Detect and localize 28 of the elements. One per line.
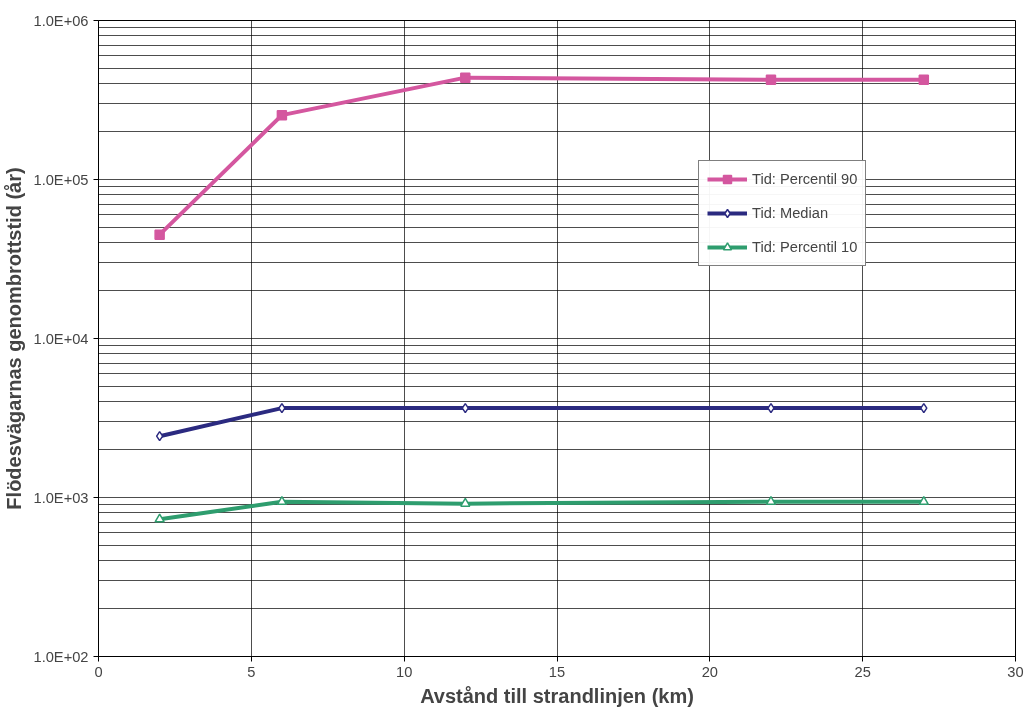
point (154, 513, 165, 523)
x-tick-label: 5 (247, 663, 256, 680)
y-tick-label: 1.0E+05 (33, 171, 89, 188)
x-tick-label: 10 (396, 663, 413, 680)
point (765, 74, 777, 85)
point (765, 495, 777, 506)
point (154, 229, 165, 240)
point (460, 72, 471, 83)
point (276, 109, 288, 121)
legend-label: Tid: Percentil 10 (752, 239, 858, 255)
point (460, 497, 471, 507)
x-tick-label: 30 (1007, 663, 1024, 680)
point (918, 74, 930, 85)
y-tick-label: 1.0E+06 (33, 12, 89, 29)
y-axis-title: Flödesvägarnas genombrottstid (år) (3, 167, 26, 510)
x-tick-label: 20 (701, 663, 718, 680)
y-tick-label: 1.0E+04 (33, 330, 89, 347)
legend-label: Tid: Percentil 90 (752, 171, 858, 187)
point (918, 495, 930, 506)
point (276, 495, 288, 506)
y-tick-label: 1.0E+02 (33, 648, 89, 665)
x-tick-label: 15 (548, 663, 566, 680)
legend-label: Tid: Median (752, 205, 829, 221)
y-tick-label: 1.0E+03 (33, 489, 89, 506)
x-tick-label: 25 (854, 663, 871, 680)
point (155, 430, 164, 442)
x-axis-title: Avstånd till strandlinjen (km) (420, 684, 694, 707)
x-tick-label: 0 (94, 663, 103, 680)
